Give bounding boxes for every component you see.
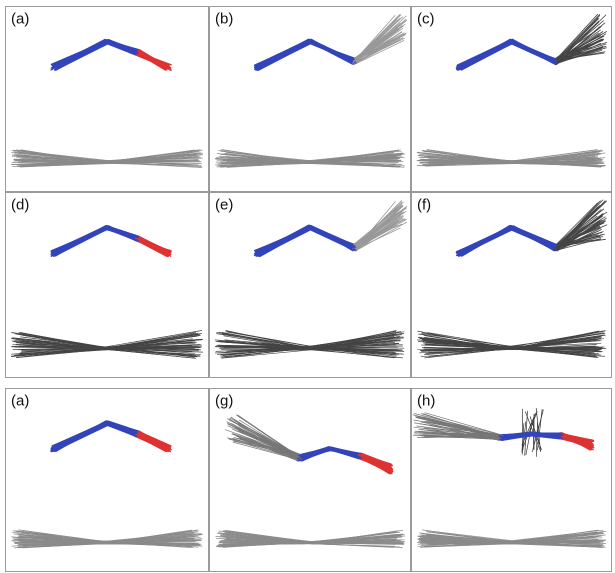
panel-label: (a) <box>11 392 29 409</box>
panel-label: (c) <box>417 10 435 27</box>
panel: (g) <box>210 389 411 572</box>
figure: (a) (b) (c) (d) (e) (f) (a) (g) (h) <box>0 0 615 573</box>
panel: (e) <box>210 193 411 378</box>
page: {"panels": [ {"label": "(a)"}, {"label":… <box>0 0 615 573</box>
panel-label: (f) <box>417 196 431 213</box>
panel-label: (h) <box>417 392 435 409</box>
panel-label: (d) <box>11 196 29 213</box>
panel: (c) <box>412 7 612 192</box>
panel-label: (a) <box>11 10 29 27</box>
panel: (a) <box>6 389 209 572</box>
panel-label: (b) <box>215 10 233 27</box>
panel: (b) <box>210 7 411 192</box>
panel-label: (g) <box>215 392 233 409</box>
panel: (f) <box>412 193 612 378</box>
panel-label: (e) <box>215 196 233 213</box>
panel: (d) <box>6 193 209 378</box>
panel: (a) <box>6 7 209 192</box>
panel: (h) <box>412 389 612 572</box>
